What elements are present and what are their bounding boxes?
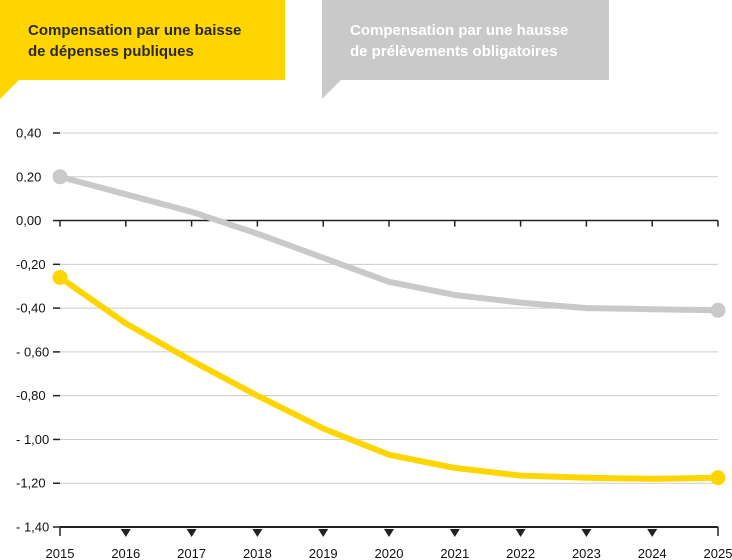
x-tick-label: 2017 — [177, 546, 206, 560]
legend-yellow-notch — [0, 80, 19, 99]
x-tick-triangle — [186, 529, 197, 537]
x-tick-label: 2023 — [572, 546, 601, 560]
x-tick-triangle — [384, 529, 394, 537]
y-tick-label: -0,20 — [16, 257, 46, 272]
x-tick-label: 2020 — [375, 546, 404, 560]
series-point-1 — [710, 302, 726, 318]
x-tick-label: 2025 — [704, 546, 732, 560]
series-line-0 — [57, 274, 721, 482]
x-tick-label: 2024 — [638, 546, 667, 560]
legend-grey: Compensation par une hausse de prélèveme… — [322, 0, 609, 80]
y-tick-label: -0,80 — [16, 388, 46, 403]
y-tick-label: - 1,40 — [16, 520, 49, 535]
y-tick-label: 0.20 — [16, 169, 41, 184]
x-tick-label: 2022 — [506, 546, 535, 560]
legend-grey-notch — [322, 80, 341, 99]
y-tick-label: 0,40 — [16, 126, 41, 141]
legend-yellow: Compensation par une baisse de dépenses … — [0, 0, 285, 80]
y-tick-label: -1,20 — [16, 476, 46, 491]
series-point-0 — [710, 470, 726, 486]
x-tick-label: 2016 — [111, 546, 140, 560]
x-tick-triangle — [449, 529, 460, 537]
legend-grey-line1: Compensation par une hausse — [350, 22, 569, 39]
series-point-0 — [52, 269, 68, 285]
y-tick-label: - 1,00 — [16, 432, 49, 447]
x-tick-label: 2015 — [46, 546, 75, 560]
x-tick-label: 2021 — [440, 546, 469, 560]
legend-yellow-line2: de dépenses publiques — [28, 43, 194, 60]
legend-yellow-line1: Compensation par une baisse — [28, 22, 242, 39]
y-tick-label: -0,40 — [16, 301, 46, 316]
series-point-1 — [52, 169, 68, 185]
x-tick-triangle — [120, 529, 131, 537]
y-tick-label: 0,00 — [16, 213, 41, 228]
x-tick-triangle — [318, 529, 329, 537]
x-tick-label: 2018 — [243, 546, 272, 560]
legend-grey-line2: de prélèvements obligatoires — [350, 43, 558, 60]
series-line-1 — [57, 173, 721, 314]
x-tick-triangle — [515, 529, 526, 537]
x-tick-triangle — [581, 529, 592, 537]
y-tick-label: - 0,60 — [16, 344, 49, 359]
x-tick-triangle — [647, 529, 658, 537]
x-tick-label: 2019 — [309, 546, 338, 560]
x-tick-triangle — [252, 529, 263, 537]
